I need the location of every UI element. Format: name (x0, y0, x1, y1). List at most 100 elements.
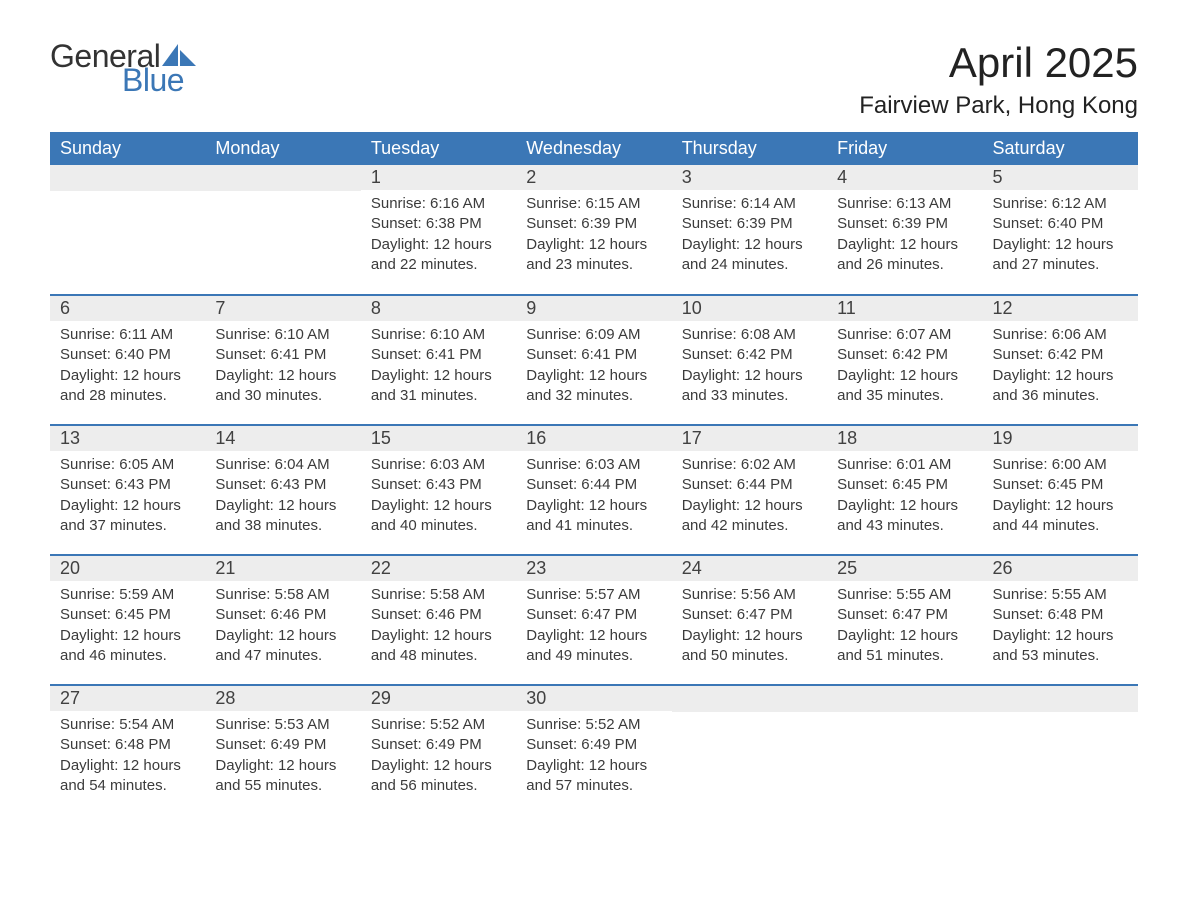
day-number: 4 (827, 165, 982, 190)
calendar-cell (672, 685, 827, 815)
day-number: 9 (516, 296, 671, 321)
day-number: 15 (361, 426, 516, 451)
weekday-header: Friday (827, 132, 982, 165)
calendar-cell: 27Sunrise: 5:54 AMSunset: 6:48 PMDayligh… (50, 685, 205, 815)
day-details: Sunrise: 6:13 AMSunset: 6:39 PMDaylight:… (827, 190, 982, 285)
calendar-cell: 6Sunrise: 6:11 AMSunset: 6:40 PMDaylight… (50, 295, 205, 425)
calendar-cell: 11Sunrise: 6:07 AMSunset: 6:42 PMDayligh… (827, 295, 982, 425)
calendar-cell: 30Sunrise: 5:52 AMSunset: 6:49 PMDayligh… (516, 685, 671, 815)
day-number: 10 (672, 296, 827, 321)
day-number: 29 (361, 686, 516, 711)
day-details: Sunrise: 6:05 AMSunset: 6:43 PMDaylight:… (50, 451, 205, 546)
day-details: Sunrise: 6:02 AMSunset: 6:44 PMDaylight:… (672, 451, 827, 546)
day-number: 26 (983, 556, 1138, 581)
calendar-cell: 20Sunrise: 5:59 AMSunset: 6:45 PMDayligh… (50, 555, 205, 685)
day-details: Sunrise: 6:12 AMSunset: 6:40 PMDaylight:… (983, 190, 1138, 285)
calendar-cell (983, 685, 1138, 815)
day-details: Sunrise: 6:16 AMSunset: 6:38 PMDaylight:… (361, 190, 516, 285)
page-title: April 2025 (859, 40, 1138, 86)
day-number: 27 (50, 686, 205, 711)
day-details: Sunrise: 6:09 AMSunset: 6:41 PMDaylight:… (516, 321, 671, 416)
calendar-cell: 19Sunrise: 6:00 AMSunset: 6:45 PMDayligh… (983, 425, 1138, 555)
calendar-cell: 29Sunrise: 5:52 AMSunset: 6:49 PMDayligh… (361, 685, 516, 815)
calendar-cell: 5Sunrise: 6:12 AMSunset: 6:40 PMDaylight… (983, 165, 1138, 295)
day-details: Sunrise: 5:57 AMSunset: 6:47 PMDaylight:… (516, 581, 671, 676)
day-details: Sunrise: 6:07 AMSunset: 6:42 PMDaylight:… (827, 321, 982, 416)
location-label: Fairview Park, Hong Kong (859, 92, 1138, 120)
day-details: Sunrise: 6:00 AMSunset: 6:45 PMDaylight:… (983, 451, 1138, 546)
day-number: 16 (516, 426, 671, 451)
day-details: Sunrise: 6:08 AMSunset: 6:42 PMDaylight:… (672, 321, 827, 416)
day-number: 20 (50, 556, 205, 581)
day-number: 3 (672, 165, 827, 190)
logo: General Blue (50, 40, 196, 96)
day-details: Sunrise: 5:55 AMSunset: 6:48 PMDaylight:… (983, 581, 1138, 676)
day-details: Sunrise: 6:10 AMSunset: 6:41 PMDaylight:… (205, 321, 360, 416)
day-details: Sunrise: 6:14 AMSunset: 6:39 PMDaylight:… (672, 190, 827, 285)
calendar-cell: 15Sunrise: 6:03 AMSunset: 6:43 PMDayligh… (361, 425, 516, 555)
day-number: 7 (205, 296, 360, 321)
logo-text-blue: Blue (122, 64, 196, 96)
day-details: Sunrise: 5:52 AMSunset: 6:49 PMDaylight:… (361, 711, 516, 806)
calendar-table: SundayMondayTuesdayWednesdayThursdayFrid… (50, 132, 1138, 815)
day-number: 5 (983, 165, 1138, 190)
weekday-header: Wednesday (516, 132, 671, 165)
day-number: 18 (827, 426, 982, 451)
calendar-cell: 21Sunrise: 5:58 AMSunset: 6:46 PMDayligh… (205, 555, 360, 685)
calendar-cell (50, 165, 205, 295)
calendar-cell: 12Sunrise: 6:06 AMSunset: 6:42 PMDayligh… (983, 295, 1138, 425)
day-number: 19 (983, 426, 1138, 451)
day-number: 12 (983, 296, 1138, 321)
day-number: 8 (361, 296, 516, 321)
day-details: Sunrise: 5:54 AMSunset: 6:48 PMDaylight:… (50, 711, 205, 806)
weekday-header: Tuesday (361, 132, 516, 165)
calendar-cell: 17Sunrise: 6:02 AMSunset: 6:44 PMDayligh… (672, 425, 827, 555)
day-number: 22 (361, 556, 516, 581)
weekday-header: Sunday (50, 132, 205, 165)
day-details: Sunrise: 6:11 AMSunset: 6:40 PMDaylight:… (50, 321, 205, 416)
calendar-cell: 18Sunrise: 6:01 AMSunset: 6:45 PMDayligh… (827, 425, 982, 555)
calendar-cell: 16Sunrise: 6:03 AMSunset: 6:44 PMDayligh… (516, 425, 671, 555)
day-number: 6 (50, 296, 205, 321)
calendar-cell: 1Sunrise: 6:16 AMSunset: 6:38 PMDaylight… (361, 165, 516, 295)
day-details: Sunrise: 6:15 AMSunset: 6:39 PMDaylight:… (516, 190, 671, 285)
day-number: 23 (516, 556, 671, 581)
day-number: 28 (205, 686, 360, 711)
day-details: Sunrise: 5:58 AMSunset: 6:46 PMDaylight:… (205, 581, 360, 676)
day-number: 17 (672, 426, 827, 451)
day-details: Sunrise: 5:53 AMSunset: 6:49 PMDaylight:… (205, 711, 360, 806)
calendar-cell (205, 165, 360, 295)
calendar-cell: 3Sunrise: 6:14 AMSunset: 6:39 PMDaylight… (672, 165, 827, 295)
calendar-cell: 25Sunrise: 5:55 AMSunset: 6:47 PMDayligh… (827, 555, 982, 685)
calendar-cell: 9Sunrise: 6:09 AMSunset: 6:41 PMDaylight… (516, 295, 671, 425)
calendar-cell: 24Sunrise: 5:56 AMSunset: 6:47 PMDayligh… (672, 555, 827, 685)
calendar-cell: 4Sunrise: 6:13 AMSunset: 6:39 PMDaylight… (827, 165, 982, 295)
calendar-cell (827, 685, 982, 815)
day-details: Sunrise: 5:55 AMSunset: 6:47 PMDaylight:… (827, 581, 982, 676)
day-number: 25 (827, 556, 982, 581)
day-number: 24 (672, 556, 827, 581)
day-details: Sunrise: 5:52 AMSunset: 6:49 PMDaylight:… (516, 711, 671, 806)
calendar-cell: 10Sunrise: 6:08 AMSunset: 6:42 PMDayligh… (672, 295, 827, 425)
calendar-cell: 26Sunrise: 5:55 AMSunset: 6:48 PMDayligh… (983, 555, 1138, 685)
day-number: 1 (361, 165, 516, 190)
weekday-header: Monday (205, 132, 360, 165)
day-details: Sunrise: 6:03 AMSunset: 6:43 PMDaylight:… (361, 451, 516, 546)
calendar-cell: 23Sunrise: 5:57 AMSunset: 6:47 PMDayligh… (516, 555, 671, 685)
calendar-cell: 28Sunrise: 5:53 AMSunset: 6:49 PMDayligh… (205, 685, 360, 815)
day-number: 30 (516, 686, 671, 711)
day-number: 21 (205, 556, 360, 581)
day-details: Sunrise: 6:04 AMSunset: 6:43 PMDaylight:… (205, 451, 360, 546)
day-details: Sunrise: 6:10 AMSunset: 6:41 PMDaylight:… (361, 321, 516, 416)
day-number: 14 (205, 426, 360, 451)
weekday-header: Saturday (983, 132, 1138, 165)
day-details: Sunrise: 5:56 AMSunset: 6:47 PMDaylight:… (672, 581, 827, 676)
day-number: 13 (50, 426, 205, 451)
day-details: Sunrise: 5:59 AMSunset: 6:45 PMDaylight:… (50, 581, 205, 676)
day-details: Sunrise: 6:06 AMSunset: 6:42 PMDaylight:… (983, 321, 1138, 416)
calendar-cell: 7Sunrise: 6:10 AMSunset: 6:41 PMDaylight… (205, 295, 360, 425)
day-number: 11 (827, 296, 982, 321)
day-details: Sunrise: 6:01 AMSunset: 6:45 PMDaylight:… (827, 451, 982, 546)
day-number: 2 (516, 165, 671, 190)
day-details: Sunrise: 5:58 AMSunset: 6:46 PMDaylight:… (361, 581, 516, 676)
